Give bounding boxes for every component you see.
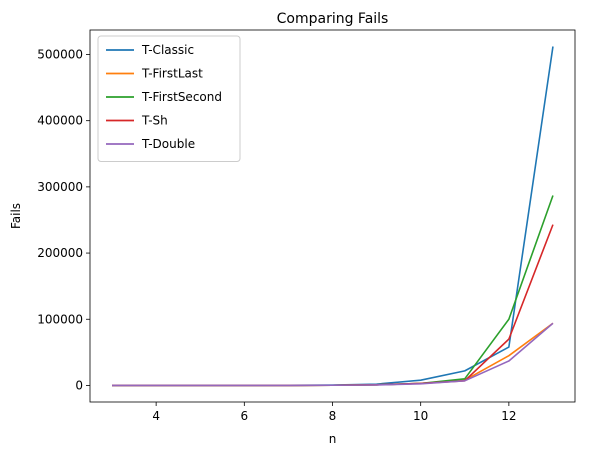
y-tick-label: 300000 <box>37 180 83 194</box>
series-lines <box>112 46 554 387</box>
chart-title: Comparing Fails <box>277 11 389 27</box>
y-tick-label: 0 <box>75 378 83 392</box>
x-tick-label: 6 <box>240 409 248 423</box>
y-axis-ticks: 0 100000 200000 300000 400000 500000 <box>37 47 90 392</box>
y-tick-label: 500000 <box>37 47 83 61</box>
y-tick-label: 400000 <box>37 114 83 128</box>
legend-label: T-FirstSecond <box>141 90 222 104</box>
y-tick-label: 100000 <box>37 312 83 326</box>
series-line-t-double <box>112 322 554 387</box>
x-tick-label: 10 <box>413 409 428 423</box>
y-tick-label: 200000 <box>37 246 83 260</box>
legend-label: T-Double <box>141 137 195 151</box>
legend-label: T-Sh <box>141 114 168 128</box>
plot-area: 4 6 8 10 12 0 100000 200000 300000 400000 500000 <box>37 29 576 423</box>
x-axis-label: n <box>329 432 337 446</box>
legend-label: T-FirstLast <box>141 67 203 81</box>
x-tick-label: 4 <box>152 409 160 423</box>
y-axis-label: Fails <box>9 203 23 229</box>
x-tick-label: 8 <box>329 409 337 423</box>
legend: T-Classic T-FirstLast T-FirstSecond T-Sh T-D… <box>97 35 241 162</box>
legend-box <box>97 35 241 162</box>
legend-label: T-Classic <box>141 43 194 57</box>
x-axis-ticks: 4 6 8 10 12 <box>152 402 517 423</box>
x-tick-label: 12 <box>501 409 516 423</box>
